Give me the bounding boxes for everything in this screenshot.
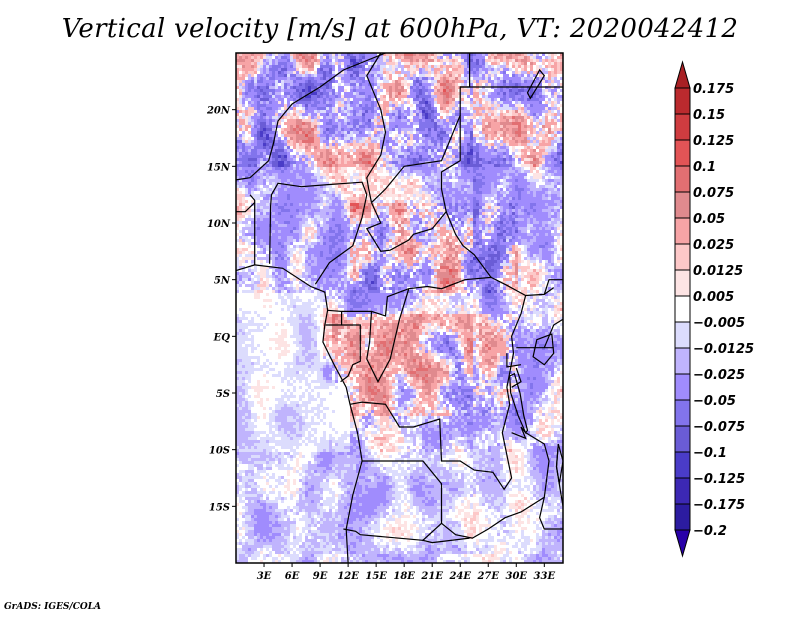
colorbar-label: −0.175	[693, 498, 745, 513]
colorbar-label: −0.05	[693, 394, 736, 409]
vertical-velocity-field	[236, 53, 563, 563]
colorbar-segment	[674, 503, 691, 531]
country-border	[235, 264, 363, 564]
country-border	[236, 202, 256, 213]
colorbar-label: 0.0125	[693, 264, 743, 279]
colorbar-segment	[674, 321, 691, 349]
y-tick-label: 15N	[207, 162, 231, 173]
colorbar-segment	[674, 165, 691, 193]
colorbar-label: −0.0125	[693, 342, 754, 357]
x-tick-label: 33E	[534, 571, 556, 582]
colorbar-segment	[674, 191, 691, 219]
colorbar-segment	[674, 87, 691, 115]
colorbar-segment	[674, 113, 691, 141]
country-border	[343, 528, 423, 541]
lake-outline	[509, 372, 529, 434]
colorbar-segment	[674, 373, 691, 401]
x-tick-label: 3E	[257, 571, 272, 582]
country-border	[543, 318, 564, 348]
country-border	[340, 324, 361, 383]
country-border	[362, 460, 470, 544]
y-tick-label: 5S	[216, 389, 230, 400]
colorbar-label: 0.025	[693, 238, 734, 253]
lake-outline	[532, 333, 555, 366]
colorbar-segment	[674, 295, 691, 323]
colorbar-label: −0.075	[693, 420, 745, 435]
x-tick-label: 18E	[393, 571, 415, 582]
x-tick-label: 30E	[506, 571, 528, 582]
country-border	[543, 279, 563, 295]
country-border	[441, 426, 550, 539]
country-border	[440, 115, 461, 212]
colorbar-segment	[674, 425, 691, 453]
country-border	[249, 194, 256, 265]
x-tick-label: 21E	[420, 571, 443, 582]
colorbar-label: −0.025	[693, 368, 745, 383]
lake-outline	[526, 68, 546, 100]
colorbar-segment	[674, 139, 691, 167]
x-tick-label: 27E	[476, 571, 499, 582]
country-border	[366, 288, 410, 384]
x-tick-label: 12E	[337, 571, 359, 582]
country-border	[365, 202, 492, 278]
x-tick-label: 6E	[285, 571, 300, 582]
colorbar-segment	[674, 347, 691, 375]
colorbar-extend-bottom	[674, 529, 691, 558]
colorbar-extend-top	[674, 60, 691, 89]
colorbar-label: 0.1	[693, 160, 716, 175]
country-border	[349, 295, 527, 491]
country-border	[366, 52, 387, 203]
colorbar-label: −0.005	[693, 316, 745, 331]
colorbar-segment	[674, 451, 691, 479]
country-border	[341, 276, 555, 317]
lake-outline	[555, 443, 564, 484]
x-tick-label: 9E	[313, 571, 328, 582]
y-tick-label: 15S	[209, 502, 230, 513]
country-borders	[235, 52, 564, 564]
y-axis: 20N 15N 10N 5N EQ 5S 10S 15S	[206, 106, 236, 513]
x-tick-label: 15E	[365, 571, 387, 582]
colorbar-label: −0.125	[693, 472, 745, 487]
country-border	[511, 426, 527, 440]
colorbar-label: 0.125	[693, 134, 734, 149]
colorbar-segment	[674, 477, 691, 505]
country-border	[371, 53, 471, 204]
footer-credit: GrADS: IGES/COLA	[4, 602, 102, 612]
colorbar-label: 0.175	[693, 82, 734, 97]
colorbar-label: 0.005	[693, 290, 734, 305]
colorbar-label: 0.15	[693, 108, 725, 123]
country-border	[325, 309, 343, 326]
y-tick-label: 20N	[206, 106, 231, 117]
y-tick-label: 5N	[214, 276, 231, 287]
colorbar-label: 0.05	[693, 212, 725, 227]
country-border	[269, 181, 368, 285]
y-tick-label: 10S	[209, 446, 230, 457]
y-tick-label: 10N	[207, 219, 231, 230]
country-border	[506, 353, 522, 368]
colorbar-segment	[674, 399, 691, 427]
colorbar-label: 0.075	[693, 186, 734, 201]
colorbar-segment	[674, 243, 691, 271]
country-border	[235, 52, 386, 181]
chart-title: Vertical velocity [m/s] at 600hPa, VT: 2…	[61, 14, 739, 44]
x-tick-label: 24E	[448, 571, 471, 582]
colorbar-label: −0.2	[693, 524, 727, 539]
y-tick-label: EQ	[213, 332, 231, 343]
country-border	[538, 497, 563, 530]
colorbar-segment	[674, 269, 691, 297]
map-frame	[235, 52, 564, 564]
colorbar-segment	[674, 217, 691, 245]
x-axis: 3E 6E 9E 12E 15E 18E 21E 24E 27E 30E 33E	[257, 563, 556, 582]
colorbar-label: −0.1	[693, 446, 727, 461]
colorbar: 0.175 0.15 0.125 0.1 0.075 0.05 0.025 0.0125 0.0…	[674, 60, 754, 558]
country-border	[511, 367, 522, 388]
